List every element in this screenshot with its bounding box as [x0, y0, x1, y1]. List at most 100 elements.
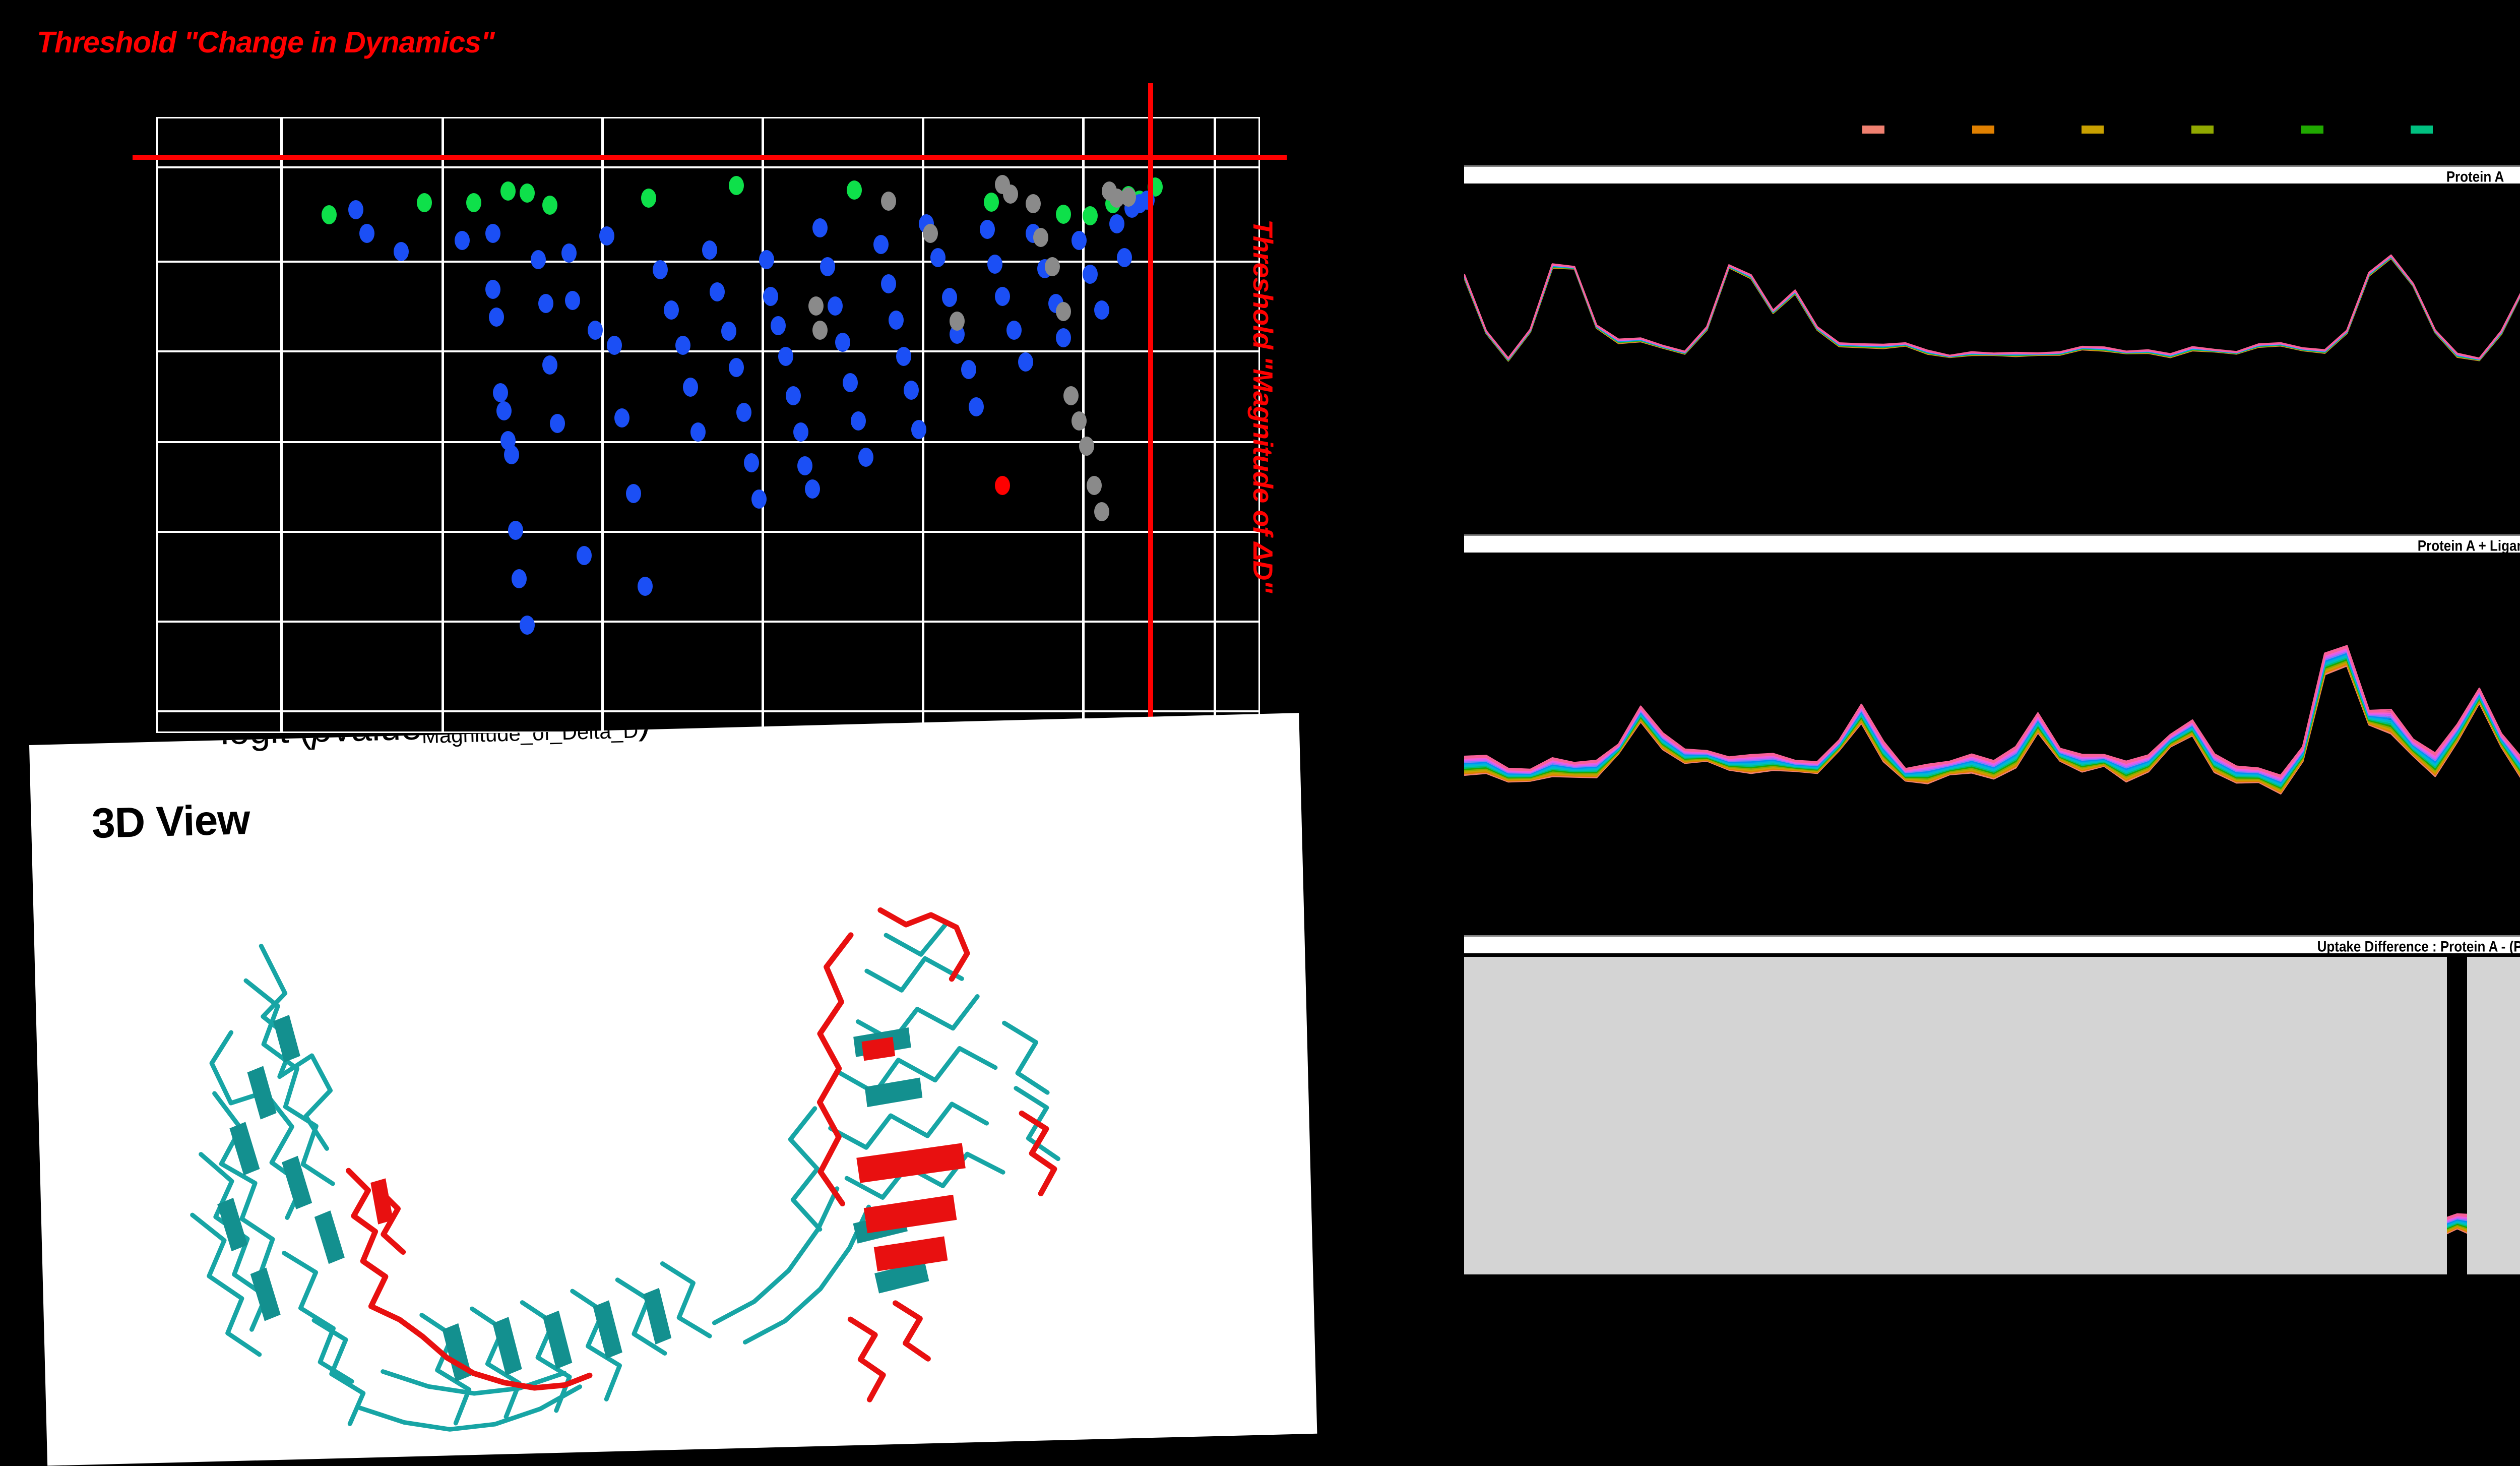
- scatter-point[interactable]: [1083, 264, 1098, 284]
- scatter-point[interactable]: [949, 312, 965, 331]
- scatter-point[interactable]: [542, 355, 557, 375]
- scatter-point[interactable]: [995, 287, 1011, 307]
- scatter-point[interactable]: [561, 243, 577, 263]
- scatter-point[interactable]: [889, 310, 904, 330]
- scatter-point[interactable]: [812, 218, 828, 237]
- volcano-plot-area[interactable]: Threshold "Change in Dynamics" Threshold…: [37, 26, 1287, 754]
- scatter-point[interactable]: [1120, 187, 1136, 207]
- scatter-point[interactable]: [519, 183, 535, 203]
- scatter-point[interactable]: [728, 358, 744, 378]
- uptake-legend[interactable]: [1464, 124, 2520, 139]
- scatter-point[interactable]: [1094, 502, 1109, 521]
- scatter-point[interactable]: [850, 411, 866, 431]
- scatter-point[interactable]: [835, 333, 851, 352]
- legend-swatch[interactable]: [1972, 126, 1994, 134]
- scatter-point[interactable]: [987, 254, 1003, 274]
- scatter-point[interactable]: [652, 260, 668, 279]
- scatter-point[interactable]: [804, 479, 820, 499]
- trace-area-uptake-difference[interactable]: [1464, 957, 2520, 1274]
- scatter-point[interactable]: [995, 475, 1011, 495]
- scatter-point[interactable]: [911, 419, 927, 439]
- scatter-point[interactable]: [1086, 475, 1102, 495]
- scatter-point[interactable]: [485, 279, 500, 299]
- scatter-point[interactable]: [710, 282, 725, 302]
- scatter-point[interactable]: [531, 250, 546, 269]
- scatter-point[interactable]: [778, 347, 794, 366]
- scatter-point[interactable]: [683, 378, 699, 397]
- scatter-point[interactable]: [702, 240, 717, 260]
- scatter-point[interactable]: [1002, 184, 1018, 204]
- scatter-point[interactable]: [485, 223, 500, 243]
- scatter-point[interactable]: [538, 293, 554, 313]
- scatter-point[interactable]: [394, 242, 409, 262]
- scatter-point[interactable]: [721, 322, 736, 341]
- scatter-point[interactable]: [930, 248, 946, 267]
- scatter-point[interactable]: [968, 397, 984, 417]
- scatter-point[interactable]: [1033, 227, 1048, 247]
- scatter-point[interactable]: [904, 380, 919, 400]
- scatter-point[interactable]: [759, 250, 775, 269]
- scatter-point[interactable]: [1083, 206, 1098, 226]
- scatter-point[interactable]: [770, 316, 786, 336]
- scatter-point[interactable]: [797, 456, 812, 475]
- scatter-point[interactable]: [1063, 386, 1079, 405]
- scatter-point[interactable]: [500, 181, 516, 201]
- scatter-point[interactable]: [786, 386, 801, 405]
- scatter-point[interactable]: [1071, 231, 1087, 251]
- scatter-point[interactable]: [641, 188, 657, 208]
- scatter-point[interactable]: [1056, 204, 1072, 224]
- scatter-point[interactable]: [549, 414, 565, 434]
- scatter-point[interactable]: [1018, 352, 1033, 372]
- scatter-point[interactable]: [489, 308, 505, 327]
- scatter-point[interactable]: [675, 335, 691, 355]
- scatter-point[interactable]: [1025, 194, 1041, 213]
- scatter-point[interactable]: [519, 616, 535, 635]
- scatter-point[interactable]: [455, 231, 470, 251]
- scatter-point[interactable]: [793, 422, 809, 442]
- scatter-point[interactable]: [576, 545, 592, 565]
- scatter-point[interactable]: [941, 288, 957, 308]
- scatter-point[interactable]: [820, 257, 836, 277]
- legend-swatch[interactable]: [2191, 126, 2214, 134]
- scatter-point[interactable]: [873, 234, 889, 254]
- scatter-point[interactable]: [492, 383, 508, 403]
- scatter-point[interactable]: [607, 335, 622, 355]
- scatter-point[interactable]: [980, 219, 995, 239]
- scatter-point[interactable]: [359, 223, 375, 243]
- scatter-point[interactable]: [880, 192, 896, 211]
- scatter-point[interactable]: [508, 520, 523, 540]
- scatter-point[interactable]: [808, 296, 824, 316]
- scatter-point[interactable]: [763, 287, 778, 307]
- scatter-point[interactable]: [614, 408, 630, 428]
- scatter-point[interactable]: [588, 320, 603, 340]
- scatter-point[interactable]: [923, 223, 938, 243]
- scatter-point[interactable]: [880, 274, 896, 293]
- protein-ribbon-structure[interactable]: [109, 868, 1181, 1449]
- scatter-point[interactable]: [565, 291, 581, 311]
- trace-area-protein-a[interactable]: [1464, 187, 2520, 383]
- 3d-view-card[interactable]: logit (pvalueMagnitude_of_Delta_D) 3D Vi…: [29, 713, 1317, 1466]
- legend-swatch[interactable]: [2301, 126, 2323, 134]
- scatter-point[interactable]: [1109, 214, 1125, 233]
- trace-area-protein-a-ligand[interactable]: [1464, 555, 2520, 807]
- scatter-point[interactable]: [690, 422, 706, 442]
- scatter-point[interactable]: [512, 569, 527, 589]
- legend-swatch[interactable]: [1862, 126, 1884, 134]
- scatter-point[interactable]: [843, 373, 858, 393]
- scatter-point[interactable]: [1056, 328, 1072, 348]
- scatter-point[interactable]: [751, 490, 767, 509]
- scatter-point[interactable]: [744, 453, 760, 473]
- scatter-point[interactable]: [1094, 300, 1109, 320]
- scatter-point[interactable]: [812, 320, 828, 340]
- scatter-point[interactable]: [637, 576, 653, 596]
- scatter-point[interactable]: [1079, 436, 1094, 456]
- scatter-point[interactable]: [599, 226, 615, 246]
- scatter-point[interactable]: [896, 347, 912, 366]
- scatter-point[interactable]: [1071, 411, 1087, 431]
- scatter-point[interactable]: [1044, 257, 1060, 277]
- scatter-point[interactable]: [983, 192, 999, 212]
- scatter-point[interactable]: [664, 300, 679, 320]
- legend-swatch[interactable]: [2411, 126, 2433, 134]
- scatter-point[interactable]: [858, 448, 873, 467]
- scatter-point[interactable]: [728, 176, 744, 196]
